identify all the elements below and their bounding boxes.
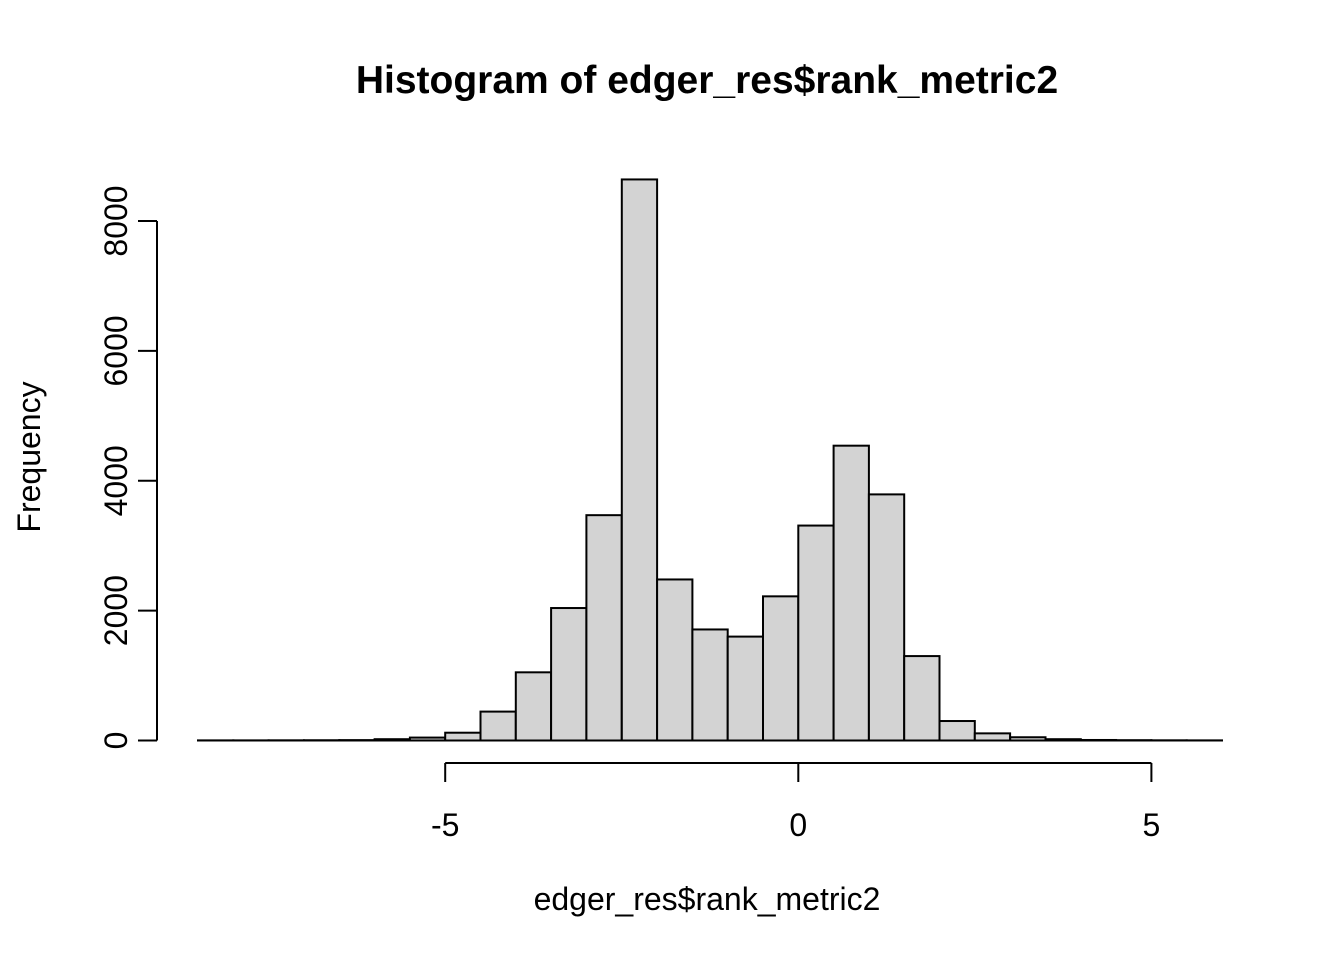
histogram-bar — [726, 635, 765, 742]
histogram-bar — [444, 731, 482, 742]
plot-title: Histogram of edger_res$rank_metric2 — [356, 59, 1058, 102]
histogram-bar — [514, 671, 553, 742]
x-axis-tick-label: 0 — [789, 807, 807, 843]
histogram-bar — [550, 607, 588, 742]
histogram-bars — [197, 178, 1223, 742]
histogram-bar — [867, 493, 906, 742]
histogram-bar — [373, 738, 411, 742]
histogram-bar — [1009, 736, 1047, 742]
histogram-bar — [938, 720, 976, 742]
histogram-bar — [797, 524, 835, 742]
y-axis-tick-label: 0 — [98, 732, 134, 750]
y-axis-title: Frequency — [11, 381, 47, 532]
y-axis-tick-label: 2000 — [98, 575, 134, 646]
x-axis-tick-label: 5 — [1143, 807, 1161, 843]
y-axis-tick-label: 6000 — [98, 315, 134, 386]
histogram-bar — [973, 732, 1012, 742]
x-axis-title: edger_res$rank_metric2 — [534, 881, 881, 917]
histogram-bar — [1079, 738, 1118, 742]
histogram-bar — [408, 736, 447, 742]
x-axis: -5 0 5 — [431, 762, 1161, 843]
histogram-bar — [479, 710, 517, 742]
histogram-bar — [585, 514, 623, 742]
y-axis: 0 2000 4000 6000 8000 — [98, 185, 158, 750]
histogram-bar — [691, 628, 729, 742]
y-axis-tick-label: 4000 — [98, 445, 134, 516]
histogram-bar — [762, 595, 800, 742]
x-axis-tick-label: -5 — [431, 807, 459, 843]
y-axis-tick-label: 8000 — [98, 185, 134, 256]
histogram-bar — [1044, 738, 1082, 742]
histogram-bar — [903, 655, 941, 742]
histogram-bar — [656, 578, 694, 742]
histogram-bar — [832, 444, 870, 742]
histogram-bar — [620, 178, 659, 742]
